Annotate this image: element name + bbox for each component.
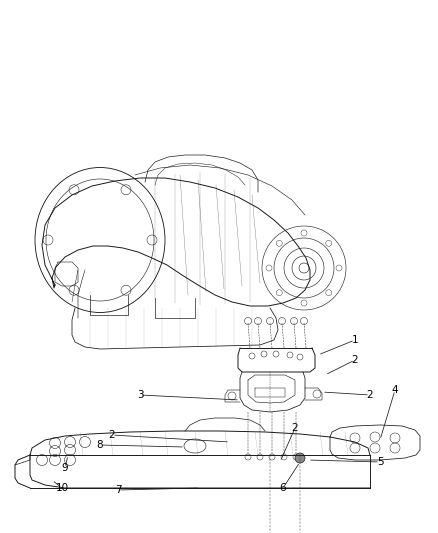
Text: 2: 2 — [292, 423, 298, 433]
Text: 2: 2 — [367, 390, 373, 400]
Text: 2: 2 — [352, 355, 358, 365]
Text: 6: 6 — [280, 483, 286, 493]
Text: 4: 4 — [392, 385, 398, 395]
Text: 2: 2 — [109, 430, 115, 440]
Text: 5: 5 — [377, 457, 383, 467]
Text: 8: 8 — [97, 440, 103, 450]
Text: 3: 3 — [137, 390, 143, 400]
Text: 10: 10 — [56, 483, 69, 493]
Text: 9: 9 — [62, 463, 68, 473]
Text: 7: 7 — [115, 485, 121, 495]
Circle shape — [295, 453, 305, 463]
Text: 1: 1 — [352, 335, 358, 345]
